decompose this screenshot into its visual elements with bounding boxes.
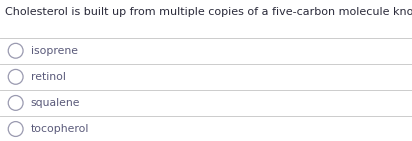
Text: tocopherol: tocopherol: [31, 124, 89, 134]
Text: isoprene: isoprene: [31, 46, 78, 56]
Text: retinol: retinol: [31, 72, 66, 82]
Text: Cholesterol is built up from multiple copies of a five-carbon molecule known as : Cholesterol is built up from multiple co…: [5, 6, 412, 17]
Text: squalene: squalene: [31, 98, 80, 108]
